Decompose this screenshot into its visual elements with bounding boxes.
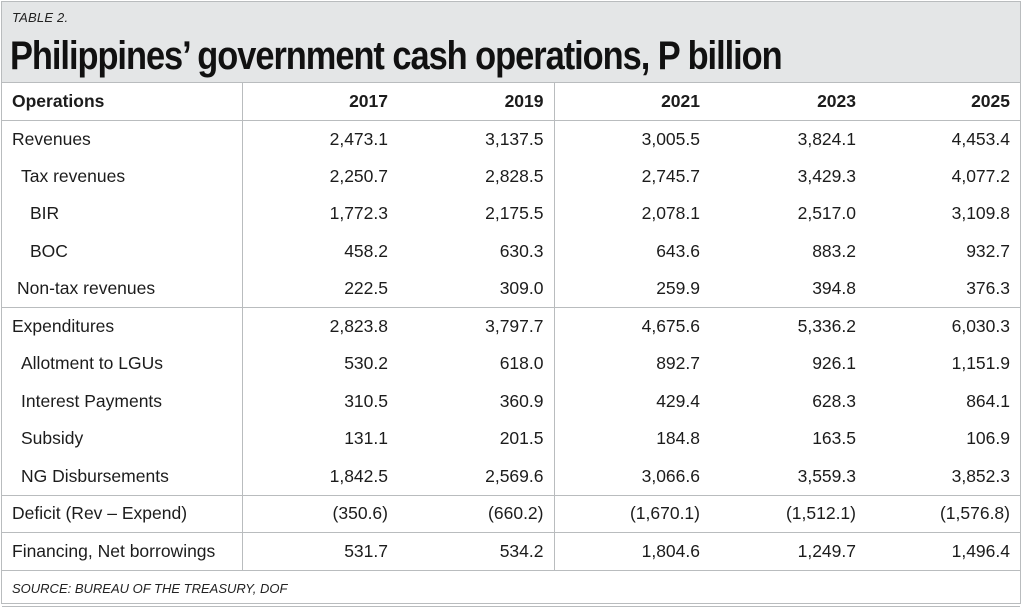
row-label: NG Disbursements <box>2 457 243 495</box>
cell-2025: 932.7 <box>966 240 1010 261</box>
cell-2019: 2,569.6 <box>398 457 555 495</box>
cell-2017: 1,772.3 <box>329 203 388 224</box>
cell-2025: 3,852.3 <box>951 465 1010 486</box>
cell-2023: 628.3 <box>812 390 856 411</box>
cell-2025: 3,109.8 <box>951 203 1010 224</box>
header-band: TABLE 2. Philippines’ government cash op… <box>2 2 1020 82</box>
column-header-operations: Operations <box>2 82 243 121</box>
cell-2025: 864.1 <box>966 390 1010 411</box>
cell-2017: 2,473.1 <box>329 128 388 149</box>
cell-2017: 131.1 <box>344 428 388 449</box>
cell-2025: 1,496.4 <box>866 532 1020 570</box>
table-row: Subsidy 131.1 201.5 184.8 163.5 106.9 <box>2 420 1020 458</box>
column-header-2019: 2019 <box>398 82 555 121</box>
table-row: Tax revenues 2,250.7 2,828.5 2,745.7 3,429.3… <box>2 157 1020 195</box>
cell-2023: 163.5 <box>812 428 856 449</box>
row-label: Revenues <box>2 120 243 158</box>
cell-2025: 376.3 <box>966 278 1010 298</box>
cell-2023: 883.2 <box>812 240 856 261</box>
cell-2025: (1,576.8) <box>866 494 1020 533</box>
cell-2023: 5,336.2 <box>710 307 866 345</box>
column-header-2021: 2021 <box>554 82 710 121</box>
row-label: BIR <box>2 195 243 233</box>
table-row: Financing, Net borrowings 531.7 534.2 1,804… <box>2 532 1020 570</box>
cell-2017: 2,250.7 <box>329 165 388 186</box>
column-header-2017: 2017 <box>242 82 398 121</box>
source-row: SOURCE: BUREAU OF THE TREASURY, DOF <box>2 569 1020 607</box>
cell-2021: 643.6 <box>656 240 700 261</box>
cell-2019: 3,797.7 <box>398 307 555 345</box>
table-row: Expenditures 2,823.8 3,797.7 4,675.6 5,336.2… <box>2 307 1020 345</box>
header-row: Operations 2017 2019 2021 2023 2025 <box>2 82 1020 121</box>
cell-2021: 3,066.6 <box>641 465 700 486</box>
cell-2017: 310.5 <box>344 390 388 411</box>
cell-2021: 3,005.5 <box>641 128 700 149</box>
cell-2017: 2,823.8 <box>242 307 398 345</box>
row-label: Expenditures <box>2 307 243 345</box>
table-row: Interest Payments 310.5 360.9 429.4 628.3 864… <box>2 382 1020 420</box>
cell-2025: 4,077.2 <box>951 165 1010 186</box>
cell-2019: 309.0 <box>398 270 555 308</box>
cell-2021: 892.7 <box>656 353 700 374</box>
column-header-2023: 2023 <box>710 82 866 121</box>
row-label: Tax revenues <box>2 157 243 195</box>
cell-2019: 2,175.5 <box>398 195 555 233</box>
cell-2025: 1,151.9 <box>951 353 1010 374</box>
cell-2019: 360.9 <box>398 382 555 420</box>
cell-2017: (350.6) <box>242 494 398 533</box>
column-header-2025: 2025 <box>866 82 1020 121</box>
table-kicker: TABLE 2. <box>12 10 69 25</box>
row-label: Non-tax revenues <box>2 270 243 308</box>
table-title: Philippines’ government cash operations,… <box>10 34 783 78</box>
cell-2021: 1,804.6 <box>554 532 710 570</box>
cell-2021: 4,675.6 <box>554 307 710 345</box>
cell-2021: 184.8 <box>656 428 700 449</box>
cell-2023: 2,517.0 <box>797 203 856 224</box>
cell-2019: (660.2) <box>398 494 555 533</box>
table-row: Allotment to LGUs 530.2 618.0 892.7 926.1 1,1… <box>2 345 1020 383</box>
cell-2021: 259.9 <box>656 278 700 298</box>
cell-2025: 6,030.3 <box>866 307 1020 345</box>
cell-2025: 4,453.4 <box>951 128 1010 149</box>
row-label: Deficit (Rev – Expend) <box>2 494 243 533</box>
cell-2017: 1,842.5 <box>329 465 388 486</box>
cell-2021: 2,745.7 <box>641 165 700 186</box>
cash-operations-table: Operations 2017 2019 2021 2023 2025 Reve… <box>2 82 1020 607</box>
cell-2023: 3,559.3 <box>797 465 856 486</box>
cell-2023: 3,824.1 <box>797 128 856 149</box>
cell-2019: 201.5 <box>398 420 555 458</box>
cell-2017: 531.7 <box>242 532 398 570</box>
cell-2019: 3,137.5 <box>398 120 555 158</box>
cell-2019: 618.0 <box>398 345 555 383</box>
cell-2017: 222.5 <box>344 278 388 298</box>
cell-2017: 458.2 <box>344 240 388 261</box>
row-label: Financing, Net borrowings <box>2 532 243 570</box>
row-label: Subsidy <box>2 420 243 458</box>
row-label: Interest Payments <box>2 382 243 420</box>
row-label: BOC <box>2 232 243 270</box>
cell-2019: 534.2 <box>398 532 555 570</box>
cell-2023: 1,249.7 <box>710 532 866 570</box>
table-row: Deficit (Rev – Expend) (350.6) (660.2) (1,6… <box>2 494 1020 533</box>
table-row: BOC 458.2 630.3 643.6 883.2 932.7 <box>2 232 1020 270</box>
table-row: Non-tax revenues 222.5 309.0 259.9 394.8 376.… <box>2 270 1020 308</box>
source-note: SOURCE: BUREAU OF THE TREASURY, DOF <box>2 569 1020 607</box>
cell-2023: (1,512.1) <box>710 494 866 533</box>
cell-2019: 2,828.5 <box>398 157 555 195</box>
table-row: NG Disbursements 1,842.5 2,569.6 3,066.6 3,5… <box>2 457 1020 495</box>
cell-2023: 394.8 <box>812 278 856 298</box>
table-row: BIR 1,772.3 2,175.5 2,078.1 2,517.0 3,109.8 <box>2 195 1020 233</box>
cell-2023: 926.1 <box>812 353 856 374</box>
table-row: Revenues 2,473.1 3,137.5 3,005.5 3,824.1 4,45… <box>2 120 1020 158</box>
cell-2025: 106.9 <box>966 428 1010 449</box>
cell-2023: 3,429.3 <box>797 165 856 186</box>
cell-2019: 630.3 <box>398 232 555 270</box>
cell-2021: 429.4 <box>656 390 700 411</box>
cell-2021: 2,078.1 <box>641 203 700 224</box>
table-body: Revenues 2,473.1 3,137.5 3,005.5 3,824.1 4,45… <box>2 120 1020 570</box>
cell-2021: (1,670.1) <box>554 494 710 533</box>
cell-2017: 530.2 <box>344 353 388 374</box>
row-label: Allotment to LGUs <box>2 345 243 383</box>
